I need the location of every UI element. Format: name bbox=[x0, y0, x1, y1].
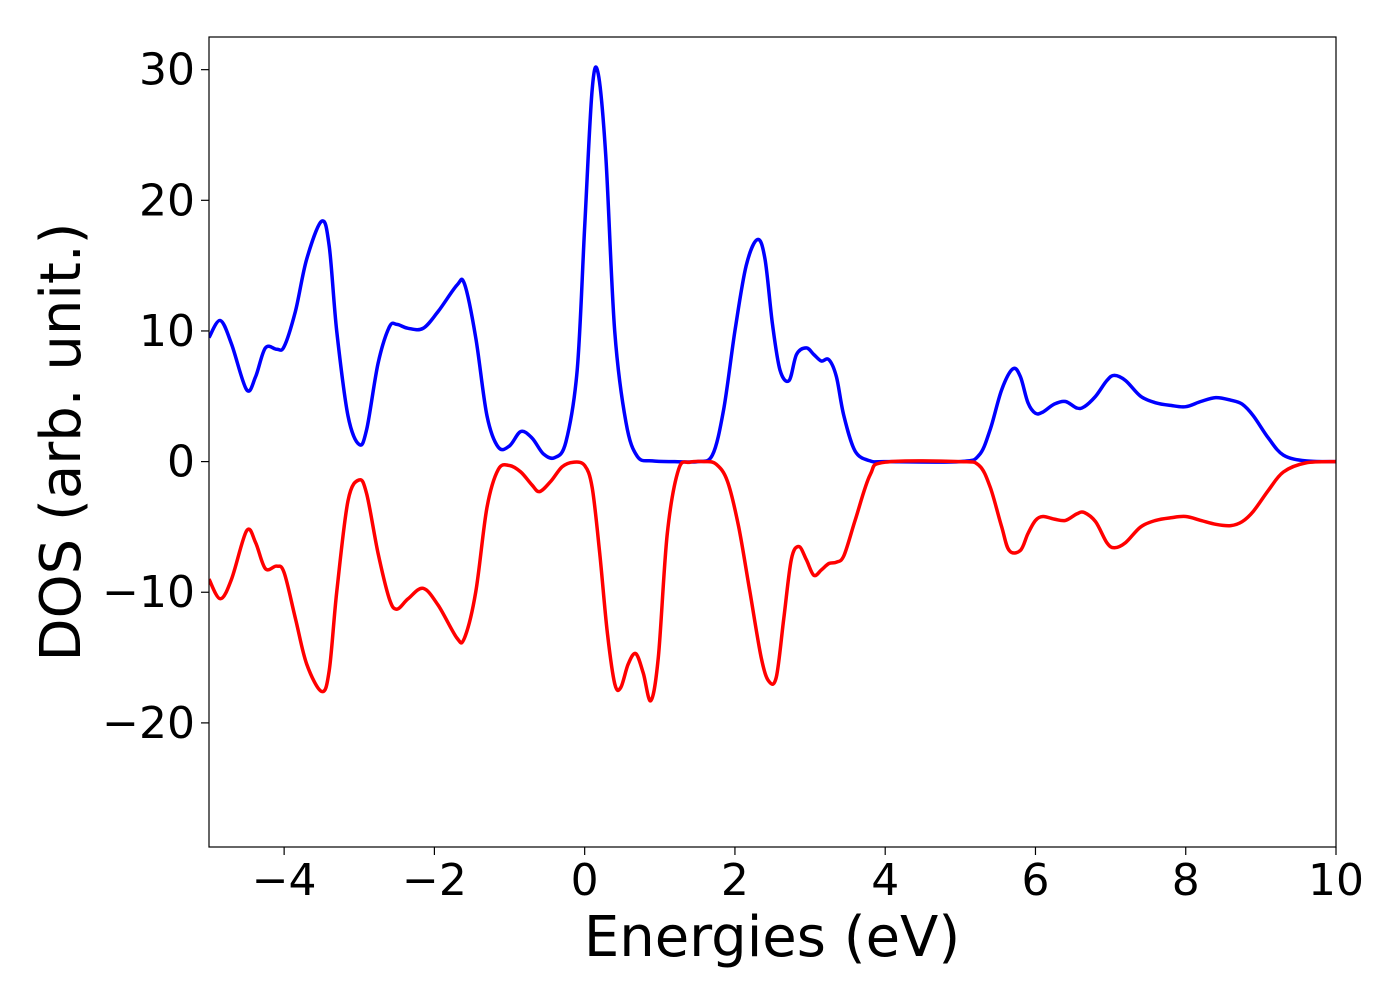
series-layer bbox=[209, 65, 1336, 703]
x-tick-label: 8 bbox=[1172, 855, 1200, 906]
y-tick-label: 0 bbox=[167, 437, 195, 488]
y-tick-label: 20 bbox=[139, 175, 195, 226]
y-tick-label: 10 bbox=[139, 306, 195, 357]
y-axis: −20 −10 0 10 20 30 bbox=[102, 45, 209, 749]
x-tick-label: 0 bbox=[571, 855, 599, 906]
x-axis-title: Energies (eV) bbox=[584, 905, 960, 970]
x-tick-label: −2 bbox=[402, 855, 467, 906]
series-line-1 bbox=[209, 65, 1336, 464]
y-axis-title: DOS (arb. unit.) bbox=[29, 222, 94, 661]
series-line-2 bbox=[209, 459, 1336, 703]
x-tick-label: 6 bbox=[1021, 855, 1049, 906]
x-tick-label: 2 bbox=[721, 855, 749, 906]
y-tick-label: 30 bbox=[139, 45, 195, 96]
x-tick-label: 10 bbox=[1308, 855, 1364, 906]
x-axis: −4 −2 0 2 4 6 8 10 bbox=[252, 847, 1364, 906]
x-tick-label: 4 bbox=[871, 855, 899, 906]
y-tick-label: −20 bbox=[102, 698, 195, 749]
plot-background bbox=[209, 37, 1336, 847]
plot-frame bbox=[208, 36, 1337, 848]
x-tick-label: −4 bbox=[252, 855, 317, 906]
y-tick-label: −10 bbox=[102, 567, 195, 618]
